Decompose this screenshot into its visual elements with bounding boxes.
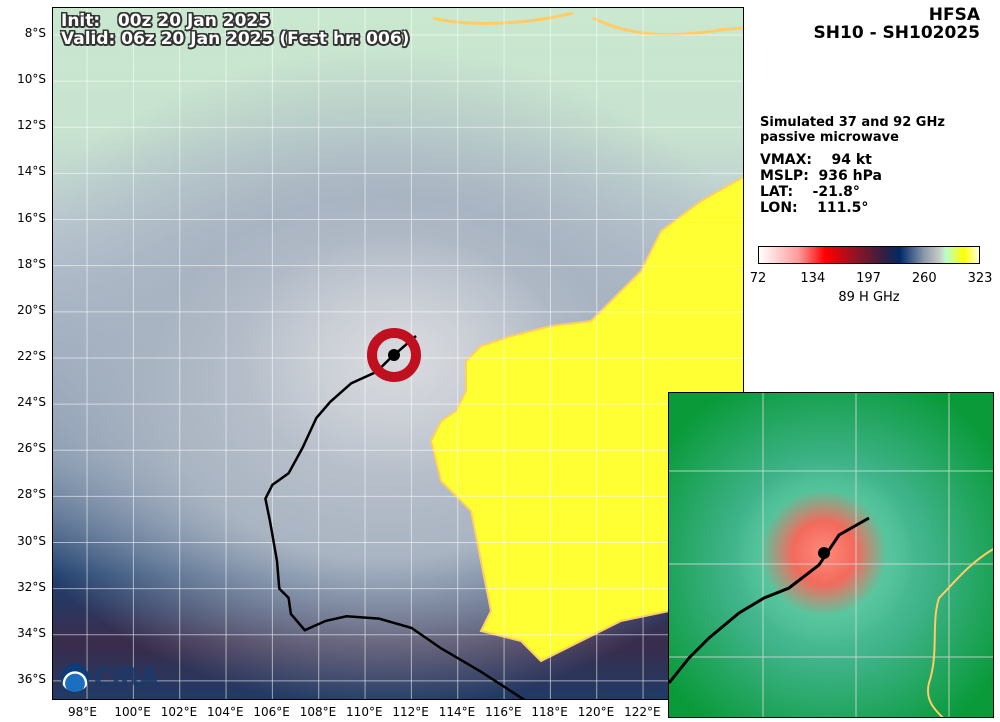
lon-tick-label: 112°E — [392, 705, 429, 719]
lat-tick-label: 28°S — [17, 487, 46, 502]
lon-tick-label: 116°E — [485, 705, 522, 719]
colorbar-tick: 134 — [800, 271, 826, 286]
lon-tick-label: 100°E — [114, 705, 151, 719]
lat-tick-label: 16°S — [17, 210, 46, 225]
inset-storm-center — [818, 547, 830, 559]
map-canvas — [53, 8, 743, 699]
init-time: Init: 00z 20 Jan 2025 — [61, 11, 271, 31]
vmax: VMAX: 94 kt — [760, 152, 872, 168]
valid-time: Valid: 06z 20 Jan 2025 (Fcst hr: 006) — [61, 29, 410, 49]
lon-tick-label: 118°E — [531, 705, 568, 719]
lat-tick-label: 8°S — [24, 25, 46, 40]
inset-track — [669, 516, 870, 684]
lon: LON: 111.5° — [760, 200, 869, 216]
product-label: Simulated 37 and 92 GHz passive microwav… — [760, 115, 945, 145]
forecast-track — [264, 335, 526, 699]
main-map: Init: 00z 20 Jan 2025 Valid: 06z 20 Jan … — [52, 7, 744, 700]
lat-tick-label: 14°S — [17, 164, 46, 179]
indonesia-coast — [432, 11, 743, 36]
lat-tick-label: 32°S — [17, 579, 46, 594]
lat-tick-label: 18°S — [17, 256, 46, 271]
model-title: HFSA — [928, 5, 980, 25]
lon-tick-label: 114°E — [438, 705, 476, 719]
lon-tick-label: 106°E — [253, 705, 290, 719]
storm-eye — [367, 328, 421, 382]
cira-logo: CIRA — [61, 663, 159, 693]
lat-tick-label: 34°S — [17, 625, 46, 640]
lat-tick-label: 30°S — [17, 533, 46, 548]
lon-tick-label: 108°E — [299, 705, 337, 719]
inset-canvas — [669, 393, 993, 717]
colorbar-tick: 197 — [856, 271, 881, 286]
colorbar-tick: 260 — [911, 271, 937, 286]
lon-tick-label: 104°E — [207, 705, 244, 719]
lat-tick-label: 24°S — [17, 395, 46, 410]
colorbar-tick: 323 — [967, 271, 993, 286]
inset-zoom-map — [668, 392, 994, 718]
australia-land — [429, 175, 743, 699]
colorbar-tick: 72 — [749, 271, 767, 286]
lat-tick-label: 26°S — [17, 441, 46, 456]
lon-tick-label: 120°E — [577, 705, 615, 719]
lon-tick-label: 110°E — [346, 705, 383, 719]
lon-tick-label: 102°E — [160, 705, 198, 719]
storm-id: SH10 - SH102025 — [813, 23, 980, 43]
colorbar-label: 89 H GHz — [838, 290, 900, 305]
lat-tick-label: 36°S — [17, 671, 46, 686]
lat-tick-label: 10°S — [17, 72, 46, 87]
lat-tick-label: 22°S — [17, 348, 46, 363]
lon-tick-label: 98°E — [68, 705, 97, 719]
noaa-logo-icon — [61, 664, 89, 692]
lat-tick-label: 20°S — [17, 302, 46, 317]
lat-tick-label: 12°S — [17, 118, 46, 133]
lon-tick-label: 122°E — [624, 705, 661, 719]
lat: LAT: -21.8° — [760, 184, 860, 200]
mslp: MSLP: 936 hPa — [760, 168, 882, 184]
colorbar — [758, 246, 980, 264]
inset-coast — [927, 548, 993, 717]
